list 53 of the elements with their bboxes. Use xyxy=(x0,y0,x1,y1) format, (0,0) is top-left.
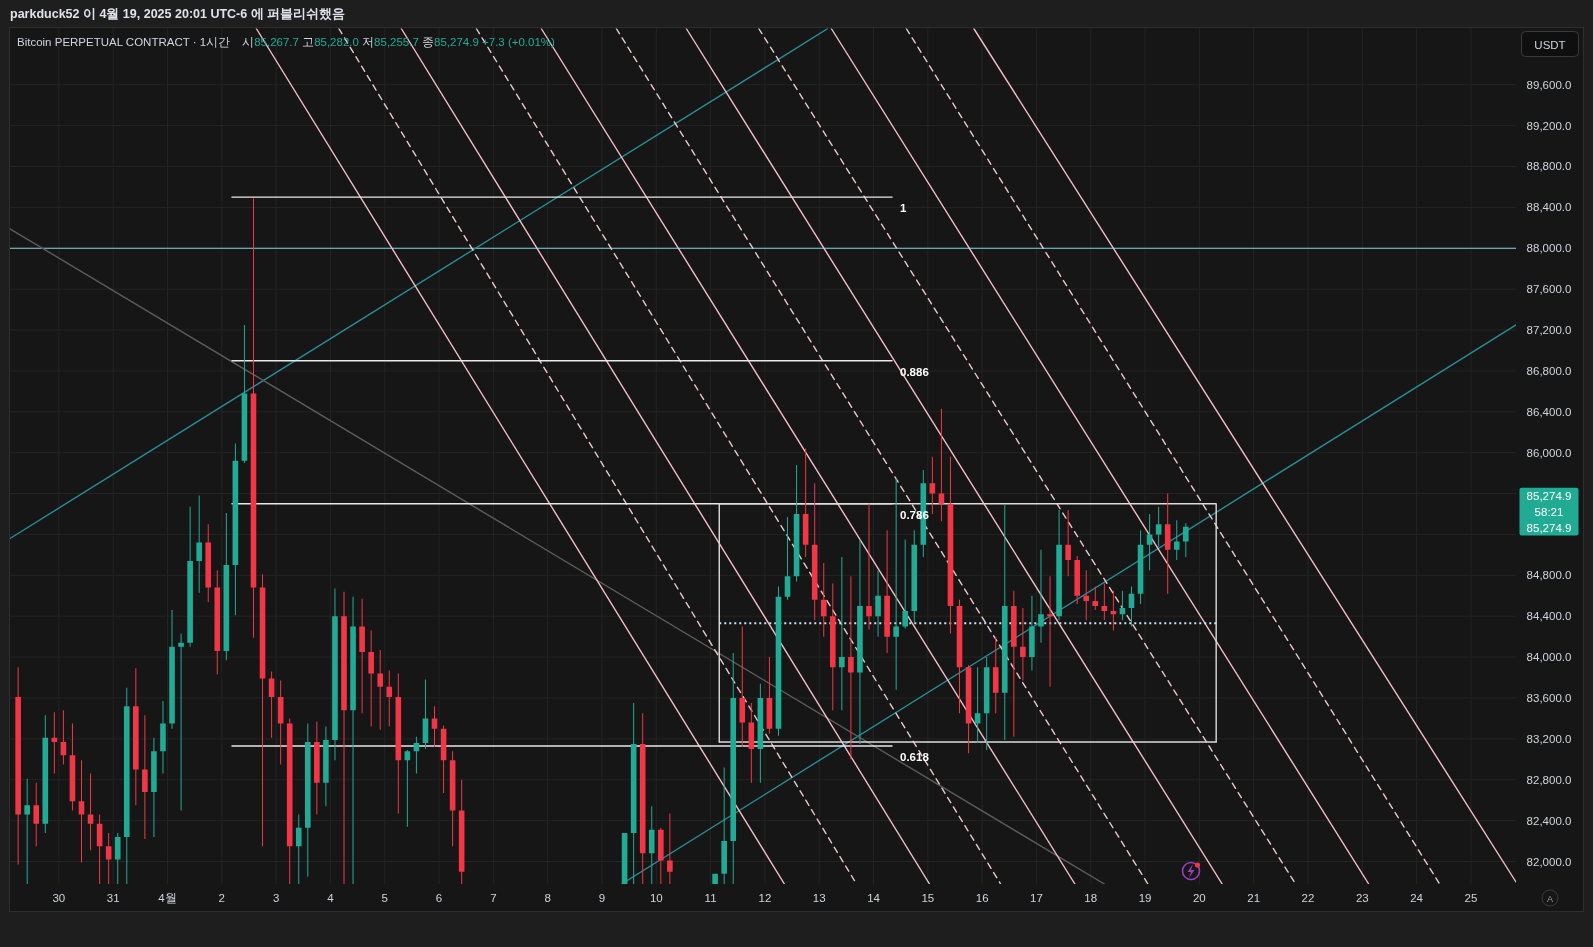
y-tick-label: 83,600.0 xyxy=(1526,691,1572,704)
y-tick-label: 86,000.0 xyxy=(1526,446,1572,459)
x-tick-label: 20 xyxy=(1192,892,1206,904)
x-tick-label: 30 xyxy=(52,892,66,904)
x-tick-label: 8 xyxy=(544,892,551,904)
annotation: 0.618 xyxy=(900,751,930,764)
price-tag: 85,274.9 58:21 85,274.9 xyxy=(1519,487,1579,536)
x-tick-label: 14 xyxy=(867,892,881,904)
y-tick-label: 88,400.0 xyxy=(1526,201,1572,214)
x-tick-label: 21 xyxy=(1247,892,1261,904)
x-tick-label: 17 xyxy=(1030,892,1043,904)
x-tick-label: 10 xyxy=(649,892,663,904)
annotation: 1 xyxy=(900,202,907,215)
x-tick-label: 12 xyxy=(758,892,772,904)
x-tick-label: 4 xyxy=(327,892,335,904)
x-tick-label: 3 xyxy=(272,892,280,904)
x-tick-label: 2 xyxy=(218,892,226,904)
y-tick-label: 86,400.0 xyxy=(1526,405,1572,418)
x-tick-label: 16 xyxy=(975,892,989,904)
button: A xyxy=(1541,889,1559,907)
y-tick-label: 82,400.0 xyxy=(1526,814,1572,827)
x-tick-label: 18 xyxy=(1084,892,1098,904)
x-tick-label: 6 xyxy=(435,892,443,904)
y-tick-label: 87,200.0 xyxy=(1526,324,1572,337)
x-tick-label: 23 xyxy=(1355,892,1369,904)
unit-button: USDT xyxy=(1521,31,1579,57)
x-tick-label: 4월 xyxy=(158,892,177,904)
y-tick-label: 84,000.0 xyxy=(1526,651,1572,664)
y-tick-label: 84,400.0 xyxy=(1526,610,1572,623)
y-tick-label: 89,600.0 xyxy=(1526,78,1572,91)
y-tick-label: 89,200.0 xyxy=(1526,119,1572,132)
x-tick-label: 15 xyxy=(921,892,935,904)
y-tick-label: 82,000.0 xyxy=(1526,855,1572,868)
x-tick-label: 25 xyxy=(1464,892,1478,904)
chart-title: parkduck52 이 4월 19, 2025 20:01 UTC-6 에 퍼블리쉬했음 xyxy=(10,7,346,21)
y-tick-label: 84,800.0 xyxy=(1526,569,1572,582)
y-tick-label: 87,600.0 xyxy=(1526,283,1572,296)
y-tick-label: 83,200.0 xyxy=(1526,732,1572,745)
y-tick-label: 88,800.0 xyxy=(1526,160,1572,173)
y-tick-label: 86,800.0 xyxy=(1526,364,1572,377)
x-tick-label: 5 xyxy=(381,892,388,904)
x-tick-label: 19 xyxy=(1138,892,1152,904)
x-tick-label: 7 xyxy=(490,892,497,904)
text: Bitcoin PERPETUAL CONTRACT · 1시간 xyxy=(17,36,231,48)
y-axis-title: USDT xyxy=(1534,38,1566,51)
x-tick-label: 24 xyxy=(1410,892,1424,904)
y-tick-label: 82,800.0 xyxy=(1526,773,1572,786)
y-tick-label: 88,000.0 xyxy=(1526,242,1572,255)
x-tick-label: 11 xyxy=(704,892,717,904)
x-tick-label: 31 xyxy=(106,892,120,904)
x-tick-label: 9 xyxy=(598,892,606,904)
x-tick-label: 22 xyxy=(1301,892,1315,904)
x-tick-label: 13 xyxy=(812,892,826,904)
